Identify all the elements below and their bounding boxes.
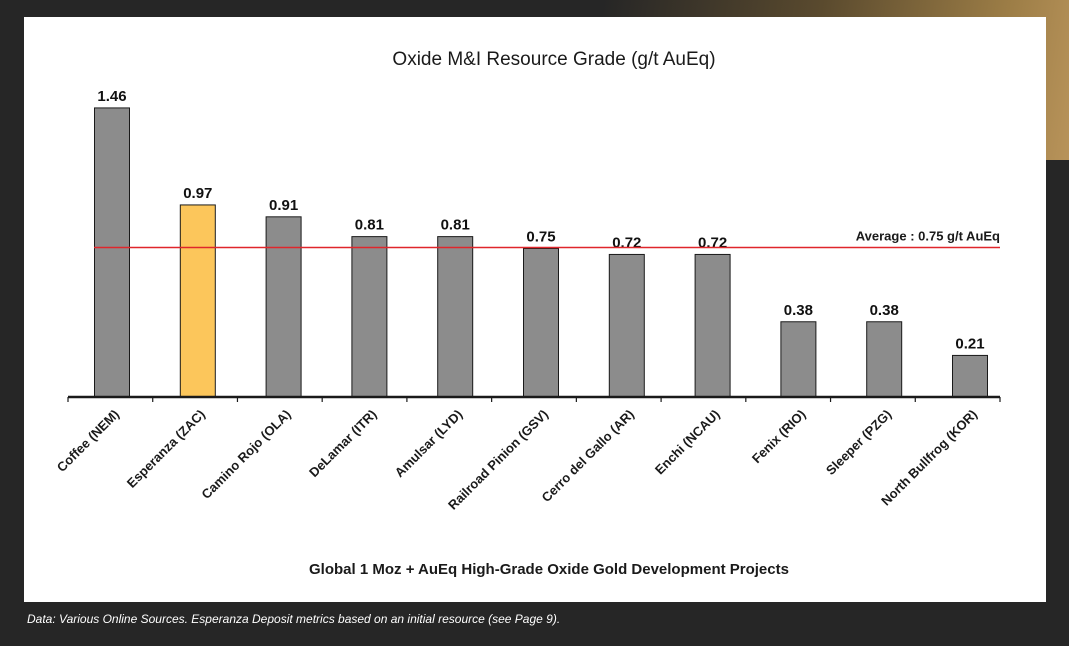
bar-0	[94, 107, 130, 398]
category-label-5: Railroad Pinion (GSV)	[445, 407, 551, 513]
value-label-4: 0.81	[441, 217, 470, 234]
category-label-7: Enchi (NCAU)	[652, 407, 723, 478]
category-label-10: North Bullfrog (KOR)	[878, 407, 980, 509]
average-label: Average : 0.75 g/t AuEq	[856, 229, 1000, 244]
bar-1	[179, 204, 216, 398]
bar-5	[523, 248, 559, 398]
bar-4	[437, 236, 474, 398]
bar-10	[952, 354, 988, 398]
bar-3	[351, 236, 388, 398]
category-label-9: Sleeper (PZG)	[823, 407, 894, 478]
chart-title: Oxide M&I Resource Grade (g/t AuEq)	[392, 49, 715, 70]
x-axis-title: Global 1 Moz + AuEq High-Grade Oxide Gol…	[309, 561, 789, 578]
bar-2	[265, 216, 302, 398]
value-label-9: 0.38	[870, 302, 899, 319]
category-label-8: Fenix (RIO)	[749, 407, 809, 467]
bar-8	[780, 321, 817, 398]
value-label-3: 0.81	[355, 217, 384, 234]
category-label-1: Esperanza (ZAC)	[124, 407, 208, 491]
bar-7	[694, 253, 731, 398]
bar-6	[608, 253, 645, 398]
value-label-6: 0.72	[612, 234, 641, 251]
value-label-8: 0.38	[784, 302, 813, 319]
bar-9	[866, 321, 903, 398]
value-label-2: 0.91	[269, 197, 298, 214]
bar-chart: Oxide M&I Resource Grade (g/t AuEq) 1.46…	[54, 49, 1001, 578]
category-label-0: Coffee (NEM)	[54, 407, 122, 475]
value-label-7: 0.72	[698, 234, 727, 251]
category-label-4: Amulsar (LYD)	[392, 407, 466, 481]
footnote: Data: Various Online Sources. Esperanza …	[27, 612, 561, 626]
chart-panel: Oxide M&I Resource Grade (g/t AuEq) 1.46…	[24, 17, 1046, 602]
value-label-5: 0.75	[526, 229, 555, 246]
value-label-10: 0.21	[955, 335, 984, 352]
category-label-6: Cerro del Gallo (AR)	[538, 407, 636, 505]
category-label-3: DeLamar (ITR)	[306, 407, 379, 480]
value-label-1: 0.97	[183, 185, 212, 202]
value-label-0: 1.46	[97, 88, 126, 105]
category-label-2: Camino Rojo (OLA)	[198, 407, 293, 502]
